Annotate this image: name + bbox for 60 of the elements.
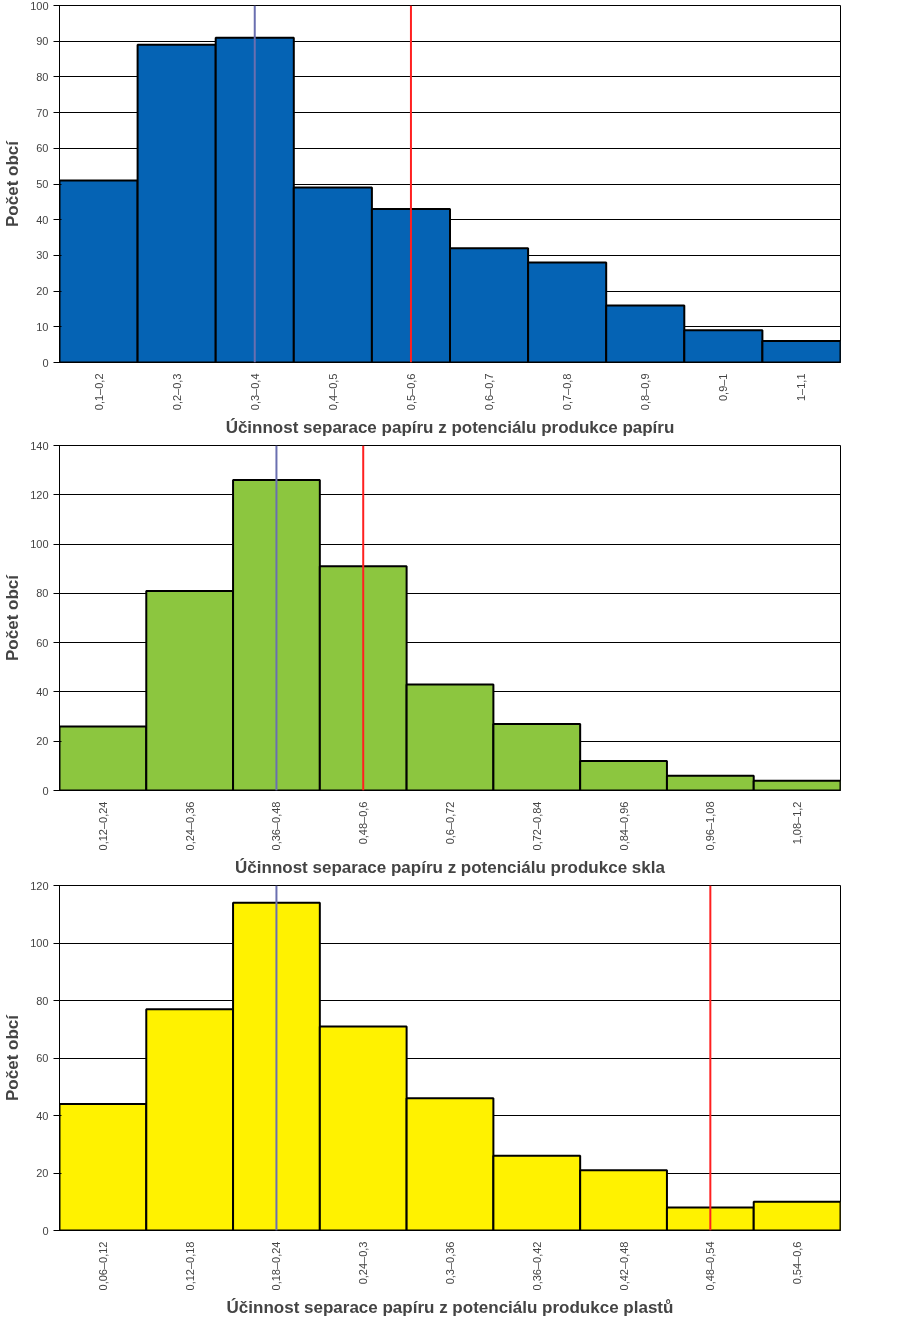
y-tick-label: 60: [36, 1052, 49, 1064]
x-tick-label: 0,3–0,36: [444, 1241, 456, 1285]
y-tick-label: 40: [36, 213, 49, 226]
y-tick-label: 100: [30, 538, 49, 551]
y-tick-label: 20: [36, 285, 49, 298]
x-tick-label: 0,48–0,6: [357, 801, 370, 845]
y-tick-label: 80: [36, 587, 49, 600]
x-tick-label: 0,48–0,54: [704, 1241, 717, 1291]
x-tick-label: 0,24–0,36: [183, 801, 196, 851]
x-tick-label: 0,36–0,48: [270, 801, 283, 851]
x-tick-label: 0,6–0,72: [444, 801, 456, 845]
x-axis-title: Účinnost separace papíru z potenciálu produkce skla: [235, 858, 666, 878]
x-tick-label: 0,7–0,8: [561, 373, 574, 411]
x-tick-label: 0,42–0,48: [617, 1241, 630, 1291]
y-tick-label: 140: [30, 439, 49, 452]
y-tick-label: 120: [30, 879, 49, 892]
y-tick-label: 0: [42, 1224, 49, 1237]
x-tick-label: 0,54–0,6: [791, 1241, 804, 1285]
y-tick-label: 70: [36, 106, 49, 119]
x-tick-label: 0,24–0,3: [357, 1241, 370, 1285]
y-tick-label: 10: [36, 320, 49, 333]
x-tick-label: 0,1–0,2: [92, 373, 105, 411]
y-axis-title: Počet obcí: [3, 139, 23, 227]
y-tick-label: 120: [30, 488, 49, 501]
x-tick-label: 1–1,1: [795, 373, 808, 402]
y-tick-label: 30: [36, 249, 49, 262]
x-tick-label: 0,8–0,9: [639, 373, 652, 411]
x-tick-label: 0,3–0,4: [248, 373, 261, 411]
y-tick-label: 20: [36, 1167, 49, 1179]
x-tick-label: 0,72–0,84: [530, 801, 543, 851]
y-tick-label: 100: [30, 0, 49, 12]
y-tick-label: 50: [36, 178, 49, 190]
y-tick-label: 40: [36, 685, 49, 698]
x-axis-title: Účinnost separace papíru z potenciálu produkce papíru: [225, 418, 675, 438]
y-tick-label: 80: [36, 70, 49, 83]
y-tick-label: 40: [36, 1109, 49, 1122]
y-tick-label: 0: [42, 784, 49, 797]
x-tick-label: 0,96–1,08: [704, 801, 717, 851]
y-tick-label: 90: [36, 35, 49, 48]
x-tick-label: 0,9–1: [717, 373, 730, 402]
x-tick-label: 0,4–0,5: [326, 373, 339, 411]
y-tick-label: 20: [36, 735, 49, 748]
y-tick-label: 80: [36, 994, 49, 1007]
y-tick-label: 100: [30, 937, 49, 949]
y-tick-label: 0: [42, 356, 49, 369]
x-axis-title: Účinnost separace papíru z potenciálu produkce plastů: [226, 1298, 674, 1318]
y-tick-label: 60: [36, 142, 49, 155]
y-axis-title: Počet obcí: [3, 573, 23, 661]
x-tick-label: 0,06–0,12: [96, 1241, 109, 1291]
x-tick-label: 0,36–0,42: [530, 1241, 543, 1291]
x-tick-label: 0,5–0,6: [404, 373, 417, 411]
x-tick-label: 0,2–0,3: [170, 373, 183, 411]
x-tick-label: 1,08–1,2: [791, 801, 804, 845]
x-tick-label: 0,84–0,96: [617, 801, 630, 851]
x-tick-label: 0,6–0,7: [483, 373, 496, 411]
y-axis-title: Počet obcí: [3, 1013, 23, 1101]
x-tick-label: 0,12–0,24: [96, 801, 109, 851]
y-tick-label: 60: [36, 636, 49, 649]
x-tick-label: 0,12–0,18: [183, 1241, 196, 1291]
x-tick-label: 0,18–0,24: [270, 1241, 283, 1291]
